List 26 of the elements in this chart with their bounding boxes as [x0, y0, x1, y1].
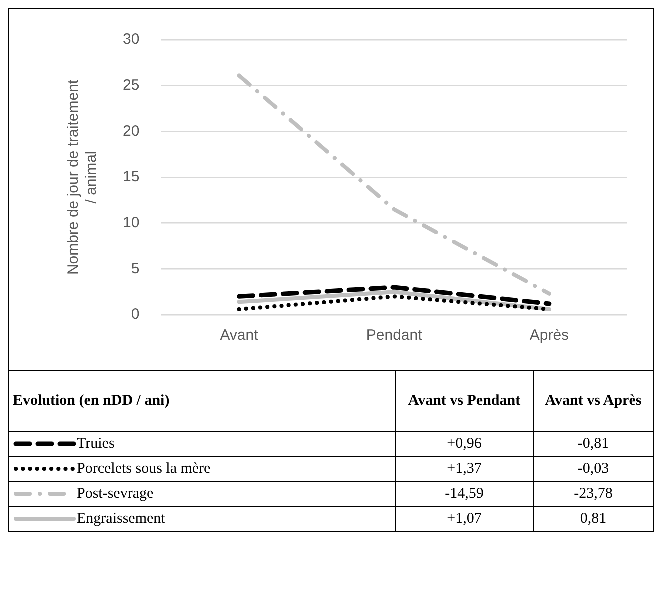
y-tick-label: 25 [122, 76, 140, 94]
y-tick-label: 20 [122, 122, 140, 140]
legend-label: Truies [8, 432, 396, 456]
text: 0,81 [534, 506, 654, 532]
x-tick-label: Après [530, 327, 570, 344]
legend-label: Porcelets sous la mère [8, 456, 396, 482]
legend-label: Engraissement [8, 506, 396, 532]
text: -23,78 [534, 482, 654, 506]
text: -14,59 [396, 482, 534, 506]
text: +1,07 [396, 506, 534, 532]
y-tick-label: 0 [131, 306, 140, 324]
legend-label: Post-sevrage [8, 482, 396, 506]
text: +0,96 [396, 432, 534, 456]
text: Avant vs Pendant [396, 370, 534, 432]
text: Avant vs Après [534, 370, 654, 432]
text: Evolution (en nDD / ani) [8, 370, 396, 432]
text: +1,37 [396, 456, 534, 482]
y-tick-label: 10 [122, 214, 140, 232]
text: -0,03 [534, 456, 654, 482]
y-tick-label: 15 [122, 168, 140, 186]
y-axis-title: Nombre de jour de traitement / animal [65, 79, 100, 276]
text: -0,81 [534, 432, 654, 456]
x-tick-label: Pendant [366, 327, 424, 344]
x-tick-label: Avant [220, 327, 260, 344]
y-tick-label: 30 [122, 31, 140, 48]
y-tick-label: 5 [131, 260, 140, 278]
